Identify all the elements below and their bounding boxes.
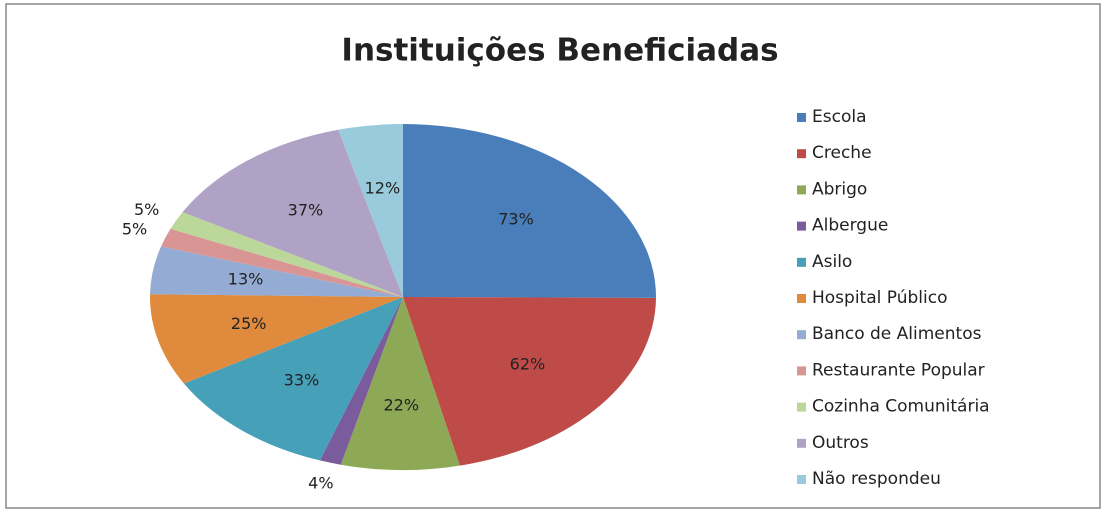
pie-slice	[150, 294, 403, 384]
data-label: 13%	[228, 270, 264, 289]
data-label: 33%	[284, 370, 320, 389]
pie-slice	[340, 297, 460, 470]
legend-swatch	[797, 475, 806, 484]
legend-swatch	[797, 149, 806, 159]
data-label: 25%	[231, 314, 267, 333]
chart-title: Instituições Beneficiadas	[341, 33, 778, 69]
legend-swatch	[797, 221, 806, 231]
legend-label: Outros	[812, 433, 869, 453]
data-label: 12%	[365, 178, 401, 197]
data-label: 4%	[308, 474, 333, 493]
legend-label: Banco de Alimentos	[812, 324, 982, 344]
legend-swatch	[797, 294, 806, 303]
legend-label: Não respondeu	[812, 469, 941, 489]
pie-slice	[183, 297, 403, 461]
legend-swatch	[797, 185, 806, 195]
legend-swatch	[797, 402, 806, 412]
pie-slice	[182, 129, 403, 297]
legend-swatch	[797, 330, 806, 340]
legend-label: Escola	[812, 107, 867, 127]
pie-slice	[150, 246, 403, 297]
legend-label: Hospital Público	[812, 288, 947, 308]
pie-slice	[403, 297, 656, 466]
data-label: 22%	[383, 395, 419, 414]
legend-label: Creche	[812, 143, 872, 163]
pie-slice	[161, 228, 403, 297]
data-label: 62%	[510, 355, 546, 374]
legend-swatch	[797, 438, 806, 448]
data-label: 5%	[134, 200, 159, 219]
legend-label: Restaurante Popular	[812, 360, 985, 380]
legend-swatch	[797, 113, 806, 122]
data-label: 5%	[122, 219, 147, 238]
legend-label: Asilo	[812, 252, 852, 272]
pie-slice	[319, 297, 403, 465]
legend-swatch	[797, 257, 806, 267]
data-label: 37%	[288, 200, 324, 219]
legend-label: Abrigo	[812, 179, 867, 199]
legend-label: Cozinha Comunitária	[812, 397, 990, 417]
data-label: 73%	[498, 210, 534, 229]
legend-label: Albergue	[812, 216, 888, 236]
pie-slice	[338, 124, 403, 297]
legend-swatch	[797, 366, 806, 376]
pie-slice	[170, 212, 403, 297]
pie-slice	[403, 124, 656, 298]
